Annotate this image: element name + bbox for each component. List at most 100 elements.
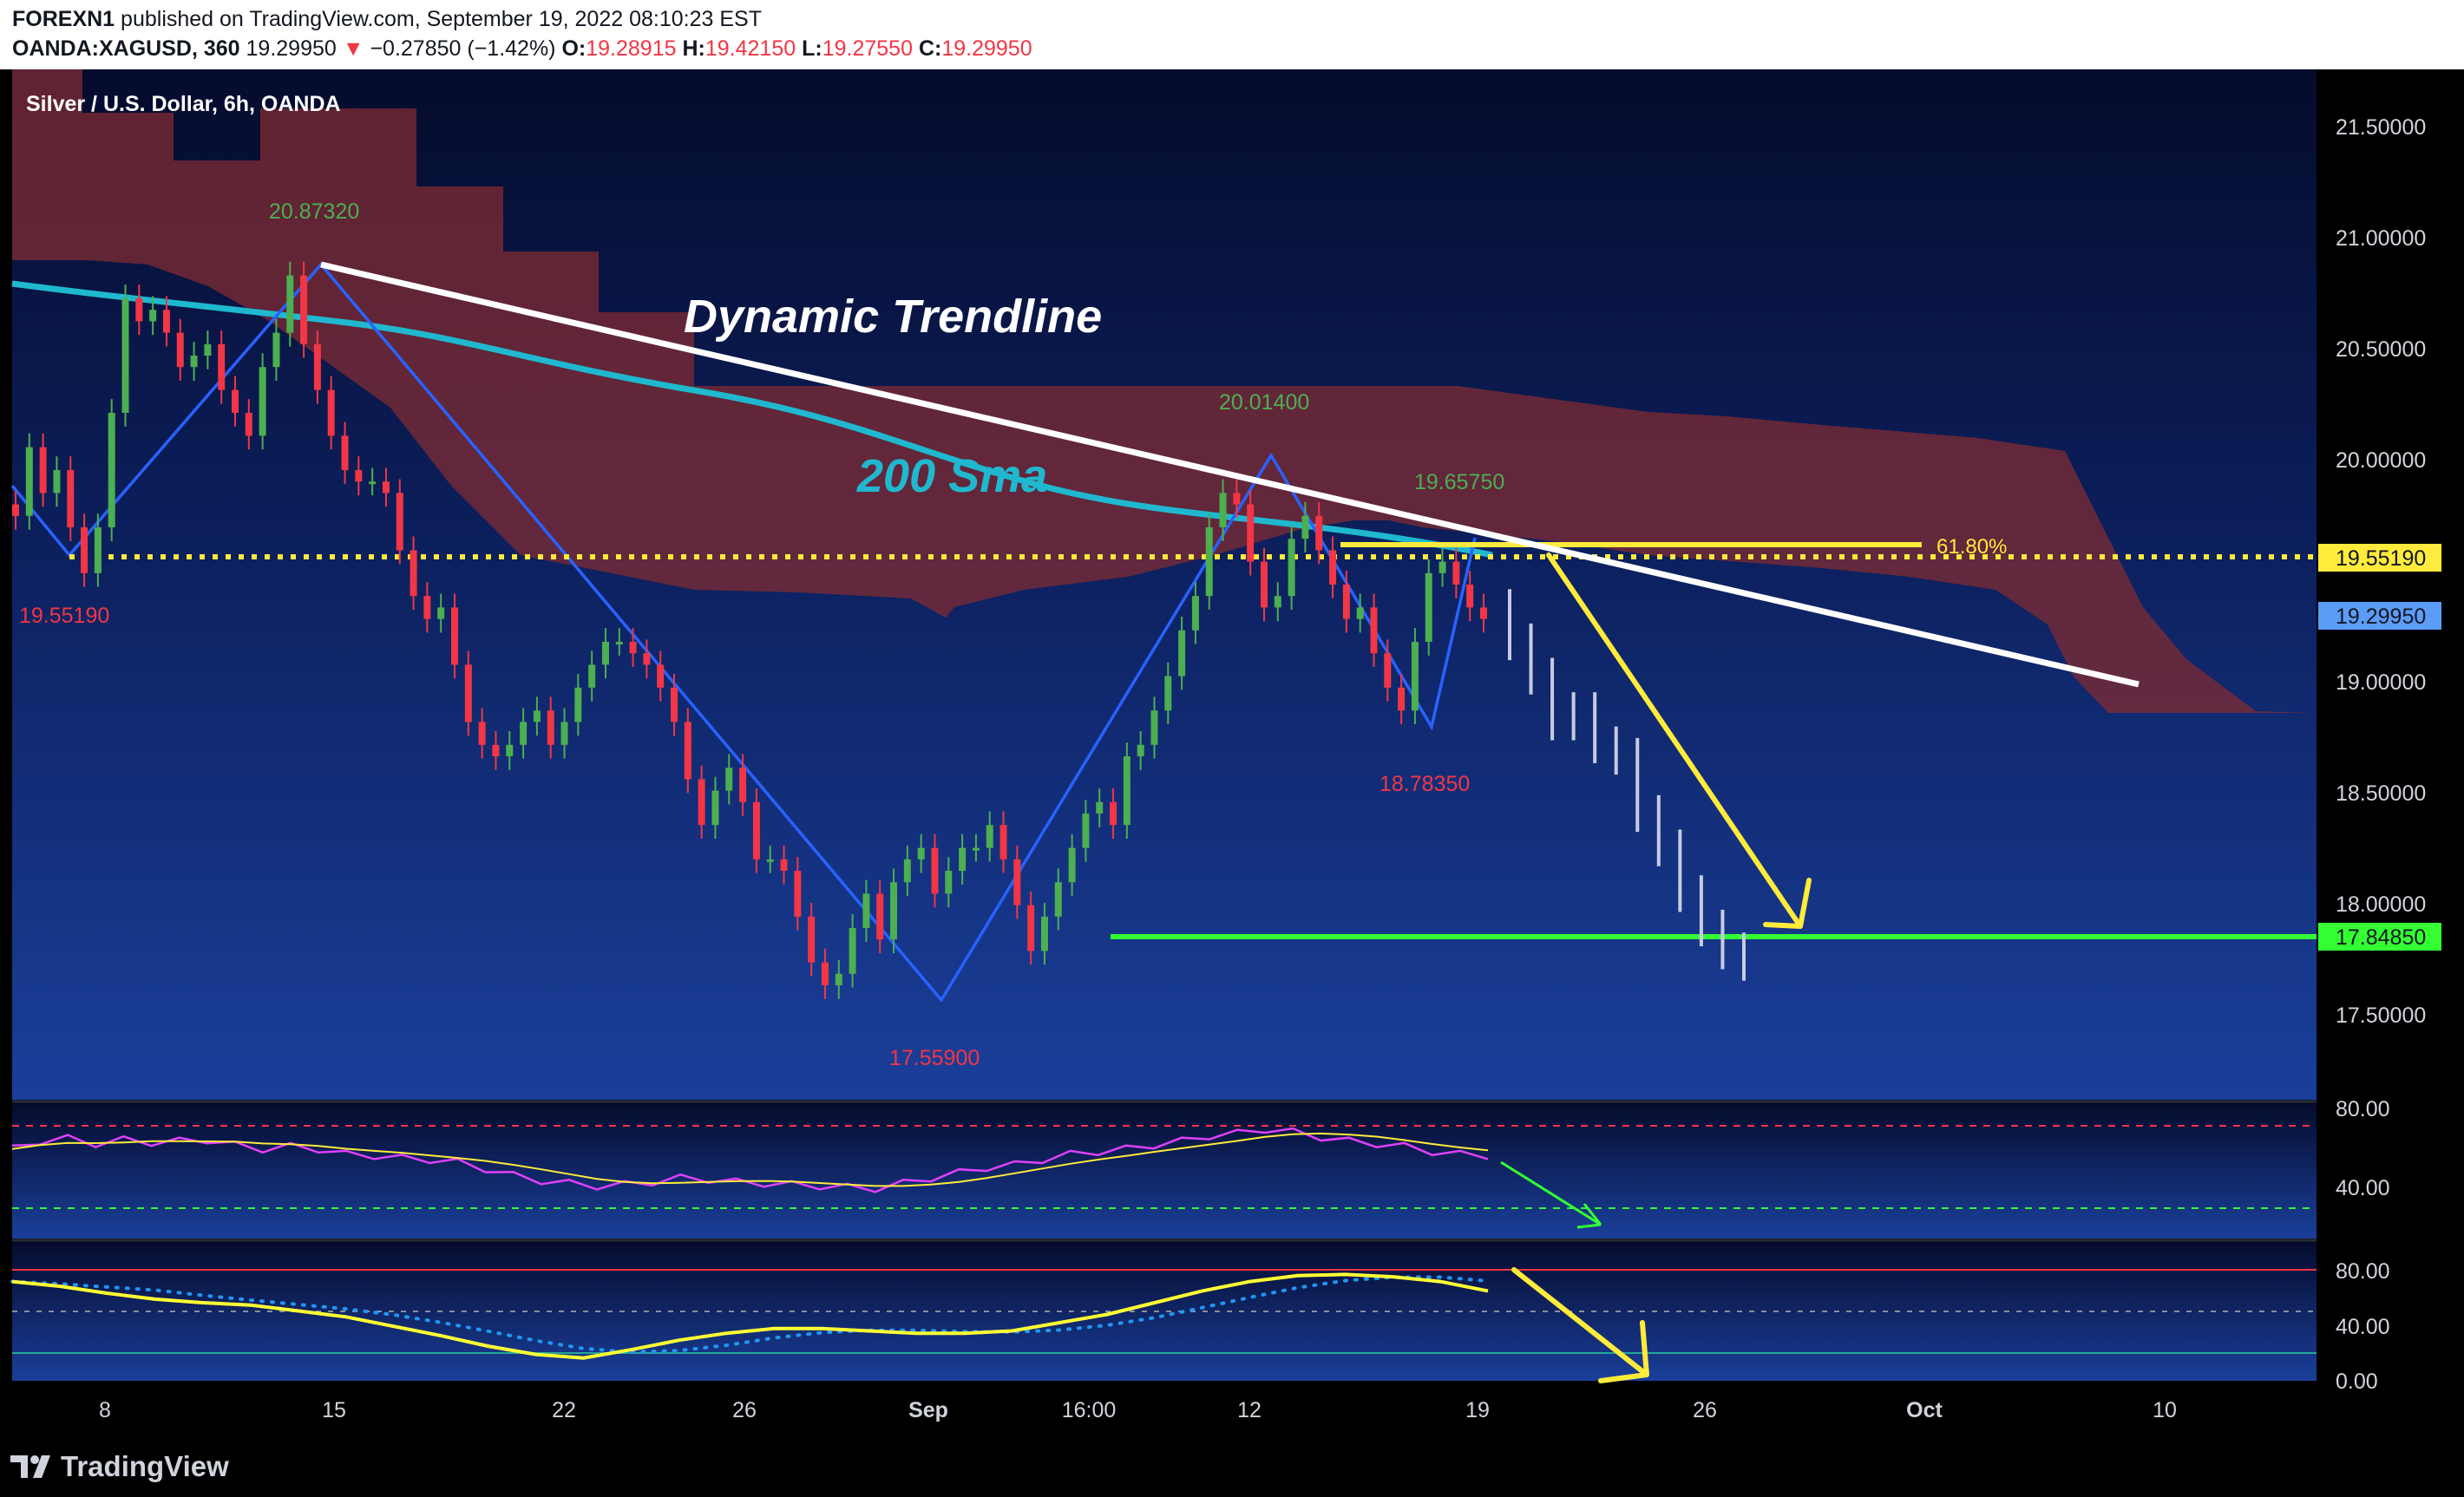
bull-candle[interactable] [190, 356, 198, 368]
bull-candle[interactable] [1274, 596, 1281, 608]
bear-candle[interactable] [232, 389, 239, 413]
bear-candle[interactable] [999, 825, 1007, 860]
bear-candle[interactable] [1247, 504, 1255, 562]
bear-candle[interactable] [643, 653, 651, 665]
bull-candle[interactable] [1205, 527, 1213, 597]
bull-candle[interactable] [601, 642, 609, 665]
bear-candle[interactable] [547, 710, 554, 745]
bull-candle[interactable] [766, 859, 774, 862]
bull-candle[interactable] [725, 768, 733, 791]
bull-candle[interactable] [711, 790, 719, 826]
bear-candle[interactable] [355, 470, 363, 482]
bear-candle[interactable] [1384, 653, 1392, 688]
bull-candle[interactable] [835, 973, 842, 985]
tradingview-logo[interactable]: TradingView [10, 1450, 229, 1483]
bear-candle[interactable] [1013, 859, 1021, 905]
bull-candle[interactable] [1301, 515, 1309, 539]
bull-candle[interactable] [1411, 642, 1419, 711]
bear-candle[interactable] [39, 447, 47, 494]
bear-candle[interactable] [135, 298, 143, 322]
bear-candle[interactable] [1452, 561, 1460, 585]
bear-candle[interactable] [410, 550, 417, 597]
bear-candle[interactable] [81, 527, 88, 573]
bear-candle[interactable] [1480, 607, 1487, 619]
bull-candle[interactable] [1123, 756, 1130, 826]
bear-candle[interactable] [423, 596, 431, 619]
bull-candle[interactable] [1178, 630, 1186, 677]
bear-candle[interactable] [684, 722, 691, 780]
bull-candle[interactable] [1425, 572, 1432, 642]
bull-candle[interactable] [574, 687, 582, 722]
bear-candle[interactable] [752, 801, 760, 860]
bull-candle[interactable] [560, 722, 568, 745]
bear-candle[interactable] [492, 744, 500, 756]
bear-candle[interactable] [1370, 607, 1378, 654]
bear-candle[interactable] [382, 481, 390, 494]
bull-candle[interactable] [108, 413, 115, 527]
bear-candle[interactable] [794, 871, 802, 917]
bear-candle[interactable] [313, 343, 321, 390]
bull-candle[interactable] [1096, 801, 1104, 814]
bull-candle[interactable] [1082, 814, 1090, 848]
bear-candle[interactable] [1110, 801, 1117, 826]
bull-candle[interactable] [849, 928, 856, 974]
bear-candle[interactable] [1342, 585, 1350, 619]
publisher-name[interactable]: FOREXN1 [12, 7, 115, 31]
bull-candle[interactable] [1356, 607, 1364, 619]
candlestick-series[interactable] [12, 261, 1487, 999]
rsi-pane[interactable] [12, 1103, 2317, 1239]
bull-candle[interactable] [959, 847, 967, 871]
bear-candle[interactable] [821, 962, 829, 985]
bear-candle[interactable] [1027, 905, 1035, 951]
bull-candle[interactable] [862, 893, 870, 928]
bull-candle[interactable] [903, 859, 911, 883]
price-axis[interactable] [2317, 69, 2464, 1435]
bear-candle[interactable] [1260, 561, 1268, 608]
bear-candle[interactable] [327, 389, 335, 436]
bull-candle[interactable] [1137, 744, 1144, 756]
bull-candle[interactable] [506, 744, 514, 756]
bear-candle[interactable] [931, 847, 939, 894]
bull-candle[interactable] [615, 642, 623, 644]
bull-candle[interactable] [369, 481, 377, 485]
bull-candle[interactable] [94, 527, 102, 573]
bear-candle[interactable] [464, 664, 472, 722]
bear-candle[interactable] [780, 859, 788, 871]
bear-candle[interactable] [176, 332, 184, 368]
bear-candle[interactable] [478, 722, 486, 745]
bear-candle[interactable] [671, 687, 678, 722]
bull-candle[interactable] [520, 722, 528, 745]
bear-candle[interactable] [300, 275, 308, 344]
bear-candle[interactable] [629, 642, 637, 654]
bull-candle[interactable] [25, 447, 33, 516]
bull-candle[interactable] [1054, 882, 1062, 917]
bull-candle[interactable] [121, 298, 129, 413]
bull-candle[interactable] [533, 710, 541, 722]
symbol-label[interactable]: OANDA:XAGUSD, 360 [12, 36, 240, 61]
bull-candle[interactable] [272, 332, 280, 368]
bear-candle[interactable] [12, 504, 19, 516]
bear-candle[interactable] [1398, 687, 1406, 711]
bull-candle[interactable] [437, 607, 445, 619]
bull-candle[interactable] [286, 275, 294, 333]
bull-candle[interactable] [1164, 676, 1172, 711]
bear-candle[interactable] [396, 493, 403, 551]
bear-candle[interactable] [67, 470, 75, 527]
bear-candle[interactable] [1466, 585, 1474, 608]
bull-candle[interactable] [149, 310, 157, 322]
bear-candle[interactable] [1315, 515, 1323, 551]
bear-candle[interactable] [876, 893, 884, 940]
bull-candle[interactable] [53, 470, 61, 494]
bear-candle[interactable] [218, 343, 226, 390]
bull-candle[interactable] [588, 664, 596, 688]
bull-candle[interactable] [259, 367, 266, 436]
bull-candle[interactable] [1150, 710, 1158, 745]
bull-candle[interactable] [890, 882, 898, 940]
bull-candle[interactable] [1191, 596, 1199, 631]
bull-candle[interactable] [945, 871, 953, 894]
bull-candle[interactable] [204, 343, 212, 356]
bear-candle[interactable] [162, 310, 170, 333]
bear-candle[interactable] [808, 916, 816, 963]
chart-canvas[interactable]: 61.80% Dynamic Trendline 200 Sma Silver … [0, 69, 2464, 1435]
bull-candle[interactable] [1438, 561, 1446, 573]
